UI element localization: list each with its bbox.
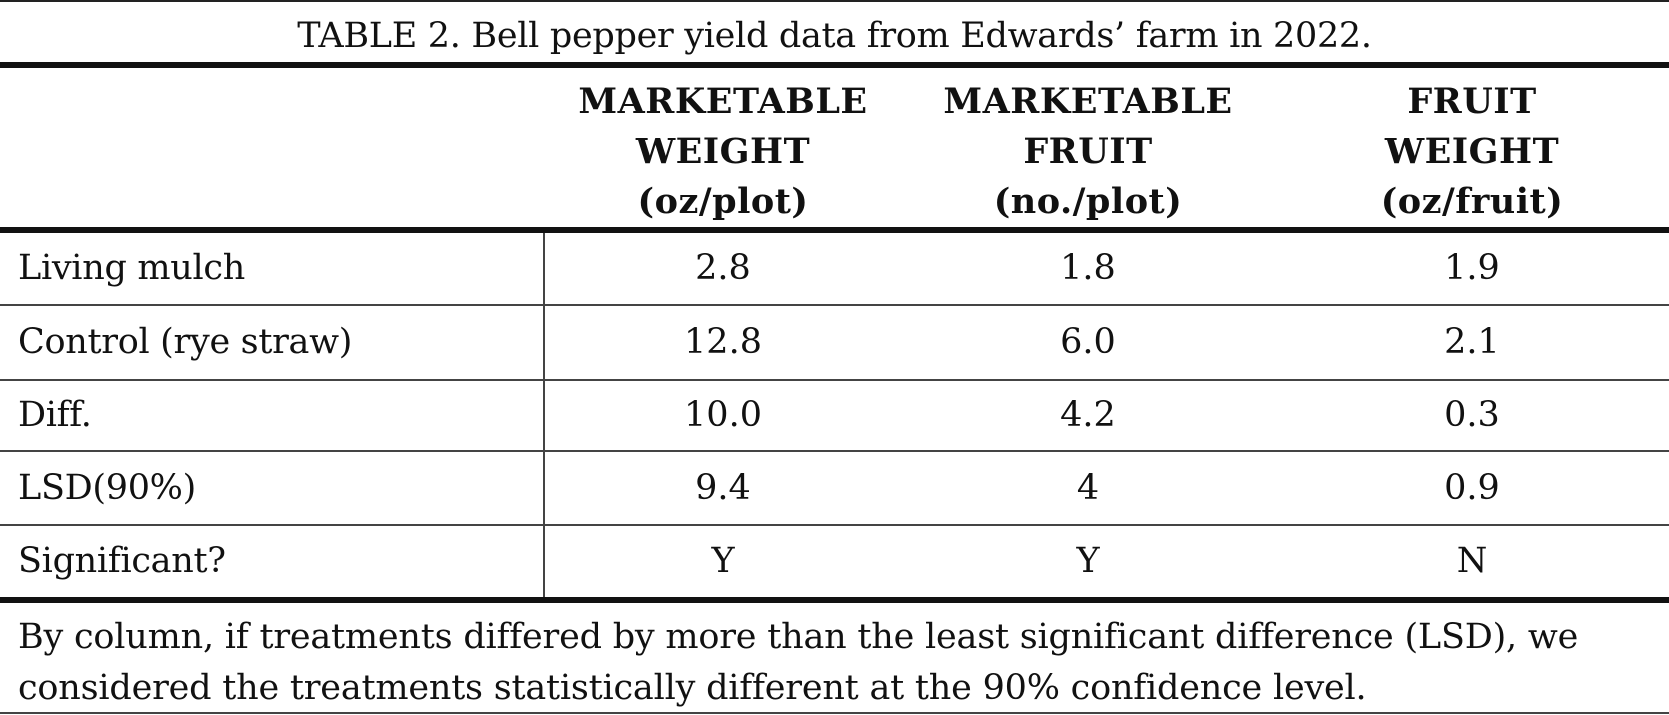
- table-footnote: By column, if treatments differed by mor…: [18, 612, 1648, 714]
- cell-value: 12.8: [684, 322, 762, 362]
- row-label: Control (rye straw): [18, 322, 353, 362]
- cell-value: 9.4: [695, 468, 751, 508]
- header-marketable-fruit: MARKETABLE FRUIT (no./plot): [938, 77, 1238, 227]
- header-line: (no./plot): [993, 181, 1183, 222]
- header-line: WEIGHT: [1384, 131, 1560, 172]
- cell-value: 6.0: [1060, 322, 1116, 362]
- table-header: MARKETABLE WEIGHT (oz/plot) MARKETABLE F…: [0, 69, 1669, 227]
- header-line: FRUIT: [1023, 131, 1153, 172]
- row-label: Diff.: [18, 395, 92, 435]
- footnote-line: By column, if treatments differed by mor…: [18, 617, 1579, 657]
- table-row: Significant? Y Y N: [0, 526, 1669, 597]
- cell-value: 2.8: [695, 248, 751, 288]
- table-row: Control (rye straw) 12.8 6.0 2.1: [0, 306, 1669, 381]
- bottom-rule: [0, 712, 1669, 714]
- header-line: (oz/fruit): [1380, 181, 1564, 222]
- header-line: MARKETABLE: [943, 81, 1233, 122]
- table-row: Diff. 10.0 4.2 0.3: [0, 381, 1669, 452]
- cell-value: 1.8: [1060, 248, 1116, 288]
- header-rule: [0, 227, 1669, 233]
- table-row: Living mulch 2.8 1.8 1.9: [0, 233, 1669, 306]
- table-caption: TABLE 2. Bell pepper yield data from Edw…: [0, 0, 1669, 63]
- header-line: (oz/plot): [637, 181, 809, 222]
- cell-value: 2.1: [1444, 322, 1500, 362]
- cell-value: Y: [1076, 541, 1100, 581]
- body-rule: [0, 597, 1669, 603]
- caption-rule: [0, 62, 1669, 68]
- column-divider: [543, 233, 545, 597]
- header-line: WEIGHT: [635, 131, 811, 172]
- header-fruit-weight: FRUIT WEIGHT (oz/fruit): [1322, 77, 1622, 227]
- cell-value: 1.9: [1444, 248, 1500, 288]
- header-line: MARKETABLE: [578, 81, 868, 122]
- footnote-line: considered the treatments statistically …: [18, 668, 1367, 708]
- header-line: FRUIT: [1407, 81, 1537, 122]
- cell-value: N: [1456, 541, 1488, 581]
- cell-value: Y: [711, 541, 735, 581]
- cell-value: 4: [1076, 468, 1100, 508]
- header-marketable-weight: MARKETABLE WEIGHT (oz/plot): [573, 77, 873, 227]
- cell-value: 4.2: [1060, 395, 1116, 435]
- cell-value: 10.0: [684, 395, 762, 435]
- cell-value: 0.9: [1444, 468, 1500, 508]
- table-row: LSD(90%) 9.4 4 0.9: [0, 452, 1669, 526]
- row-label: Significant?: [18, 541, 226, 581]
- cell-value: 0.3: [1444, 395, 1500, 435]
- row-label: Living mulch: [18, 248, 245, 288]
- row-label: LSD(90%): [18, 468, 196, 508]
